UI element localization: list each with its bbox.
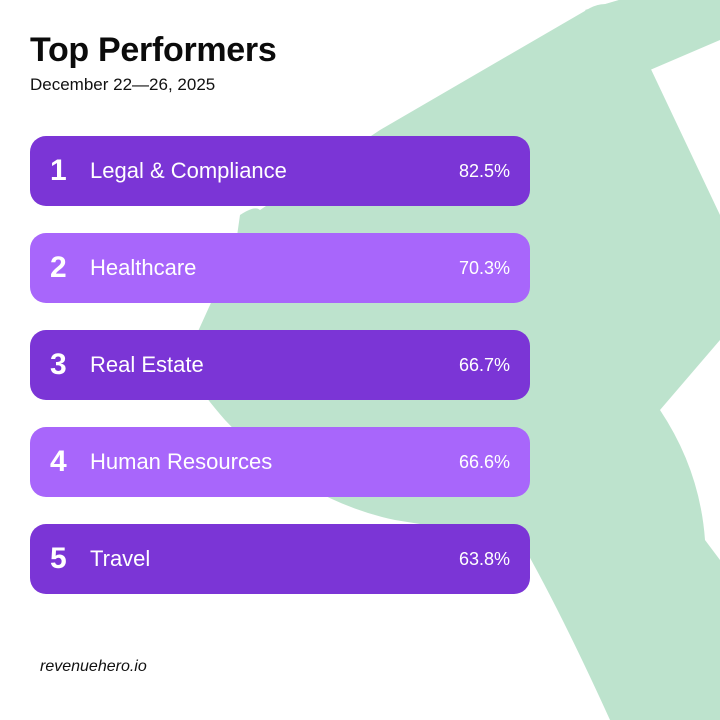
rank-number: 3 (50, 348, 67, 381)
performers-list: 1 Legal & Compliance 82.5% 2 Healthcare … (30, 136, 530, 621)
list-item: 3 Real Estate 66.7% (30, 330, 530, 400)
category-name: Healthcare (90, 255, 197, 280)
rank-number: 5 (50, 542, 67, 575)
percent-value: 66.7% (458, 355, 510, 375)
list-item: 5 Travel 63.8% (30, 524, 530, 594)
header: Top Performers December 22—26, 2025 (30, 30, 277, 96)
percent-value: 63.8% (458, 549, 510, 569)
rank-number: 2 (50, 251, 67, 284)
category-name: Travel (90, 546, 151, 571)
date-range: December 22—26, 2025 (30, 75, 216, 94)
rank-number: 1 (50, 154, 67, 187)
percent-value: 82.5% (458, 161, 510, 181)
category-name: Human Resources (90, 449, 273, 474)
category-name: Legal & Compliance (90, 158, 287, 183)
list-item: 1 Legal & Compliance 82.5% (30, 136, 530, 206)
brand-footer: revenuehero.io (40, 658, 147, 675)
category-name: Real Estate (90, 352, 204, 377)
percent-value: 70.3% (458, 258, 510, 278)
percent-value: 66.6% (458, 452, 510, 472)
list-item: 2 Healthcare 70.3% (30, 233, 530, 303)
list-item: 4 Human Resources 66.6% (30, 427, 530, 497)
page-title: Top Performers (30, 31, 277, 69)
rank-number: 4 (50, 445, 67, 478)
